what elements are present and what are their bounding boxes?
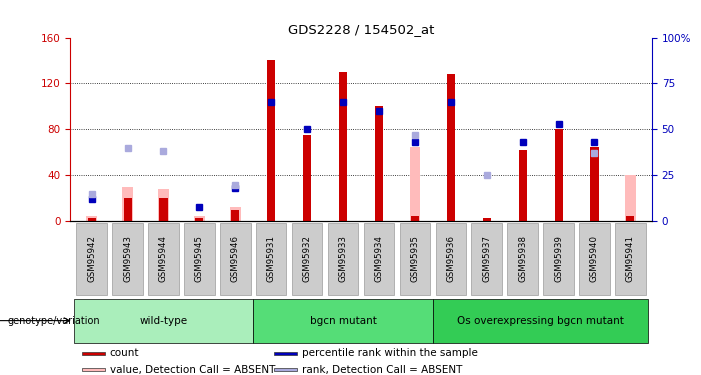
Bar	[194, 216, 205, 221]
Text: Os overexpressing bgcn mutant: Os overexpressing bgcn mutant	[457, 316, 624, 326]
Bar	[267, 60, 275, 221]
FancyBboxPatch shape	[220, 223, 250, 295]
FancyBboxPatch shape	[253, 298, 433, 343]
Bar	[590, 147, 599, 221]
Text: GSM95937: GSM95937	[482, 235, 491, 282]
FancyBboxPatch shape	[543, 223, 574, 295]
Bar	[339, 72, 347, 221]
Text: GSM95936: GSM95936	[447, 235, 456, 282]
Bar	[409, 147, 421, 221]
Bar	[273, 352, 297, 355]
Text: GSM95940: GSM95940	[590, 235, 599, 282]
Text: GSM95935: GSM95935	[410, 235, 419, 282]
Title: GDS2228 / 154502_at: GDS2228 / 154502_at	[288, 23, 434, 36]
Bar	[375, 106, 383, 221]
FancyBboxPatch shape	[328, 223, 358, 295]
Text: GSM95941: GSM95941	[626, 235, 635, 282]
Bar	[230, 207, 240, 221]
FancyBboxPatch shape	[400, 223, 430, 295]
FancyBboxPatch shape	[508, 223, 538, 295]
Bar	[411, 216, 419, 221]
Bar	[82, 352, 105, 355]
Bar	[196, 218, 203, 221]
Text: GSM95943: GSM95943	[123, 235, 132, 282]
Text: GSM95945: GSM95945	[195, 235, 204, 282]
Text: bgcn mutant: bgcn mutant	[310, 316, 376, 326]
Text: wild-type: wild-type	[139, 316, 188, 326]
Text: percentile rank within the sample: percentile rank within the sample	[301, 348, 477, 358]
FancyBboxPatch shape	[256, 223, 287, 295]
Bar	[158, 189, 169, 221]
FancyBboxPatch shape	[76, 223, 107, 295]
Text: GSM95944: GSM95944	[159, 235, 168, 282]
Bar	[626, 216, 634, 221]
Text: GSM95946: GSM95946	[231, 235, 240, 282]
FancyBboxPatch shape	[292, 223, 322, 295]
Text: count: count	[109, 348, 139, 358]
Text: GSM95934: GSM95934	[374, 235, 383, 282]
FancyBboxPatch shape	[579, 223, 610, 295]
Text: GSM95938: GSM95938	[518, 235, 527, 282]
Text: rank, Detection Call = ABSENT: rank, Detection Call = ABSENT	[301, 364, 462, 375]
Text: GSM95942: GSM95942	[87, 235, 96, 282]
Text: GSM95939: GSM95939	[554, 236, 563, 282]
Text: GSM95933: GSM95933	[339, 235, 348, 282]
FancyBboxPatch shape	[615, 223, 646, 295]
Bar	[519, 150, 526, 221]
FancyBboxPatch shape	[148, 223, 179, 295]
Bar	[231, 210, 239, 221]
Bar	[82, 368, 105, 371]
Text: genotype/variation: genotype/variation	[7, 316, 100, 326]
Text: value, Detection Call = ABSENT: value, Detection Call = ABSENT	[109, 364, 275, 375]
FancyBboxPatch shape	[184, 223, 215, 295]
Bar	[554, 129, 563, 221]
Bar	[122, 187, 133, 221]
FancyBboxPatch shape	[472, 223, 502, 295]
Bar	[86, 216, 97, 221]
Bar	[447, 74, 455, 221]
FancyBboxPatch shape	[112, 223, 143, 295]
Bar	[625, 176, 636, 221]
Text: GSM95931: GSM95931	[266, 235, 275, 282]
FancyBboxPatch shape	[433, 298, 648, 343]
FancyBboxPatch shape	[435, 223, 466, 295]
Bar	[123, 198, 132, 221]
FancyBboxPatch shape	[364, 223, 394, 295]
Bar	[159, 198, 168, 221]
Bar	[483, 218, 491, 221]
Bar	[273, 368, 297, 371]
FancyBboxPatch shape	[74, 298, 253, 343]
Bar	[303, 135, 311, 221]
Bar	[88, 218, 96, 221]
Text: GSM95932: GSM95932	[303, 235, 312, 282]
